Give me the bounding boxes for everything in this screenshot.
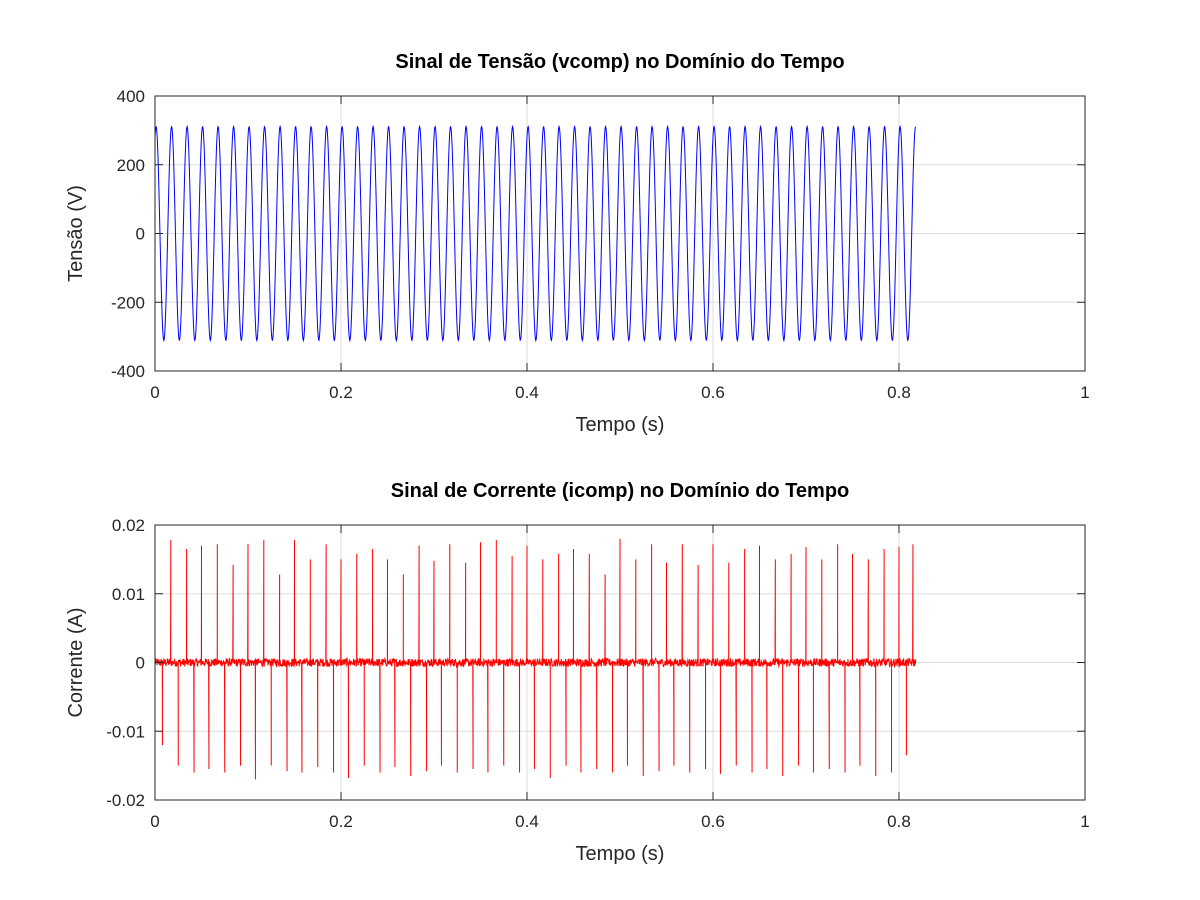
current-y-axis-label: Corrente (A) bbox=[65, 607, 87, 717]
voltage-panel: 0 0.2 0.4 0.6 0.8 1 400 200 0 -200 -400 Sinal de … bbox=[65, 51, 1090, 436]
voltage-y-ticks: 400 200 0 -200 -400 bbox=[111, 87, 1085, 381]
current-y-tick-label-2: 0 bbox=[136, 654, 145, 673]
voltage-y-tick-label-1: 200 bbox=[117, 156, 145, 175]
current-x-tick-label-2: 0.4 bbox=[515, 812, 539, 831]
current-panel: 0 0.2 0.4 0.6 0.8 1 0.02 0.01 0 -0.01 -0.02 Sinal… bbox=[65, 480, 1090, 865]
current-series-line-0 bbox=[154, 538, 917, 780]
current-y-tick-label-4: -0.02 bbox=[106, 791, 145, 810]
current-y-ticks: 0.02 0.01 0 -0.01 -0.02 bbox=[106, 516, 1085, 810]
current-y-tick-label-0: 0.02 bbox=[112, 516, 145, 535]
current-x-ticks: 0 0.2 0.4 0.6 0.8 1 bbox=[150, 525, 1090, 831]
voltage-series-group bbox=[154, 124, 917, 343]
voltage-x-tick-label-2: 0.4 bbox=[515, 383, 539, 402]
voltage-y-axis-label: Tensão (V) bbox=[65, 185, 87, 282]
current-y-tick-label-3: -0.01 bbox=[106, 722, 145, 741]
voltage-x-tick-label-4: 0.8 bbox=[887, 383, 911, 402]
voltage-y-tick-label-4: -400 bbox=[111, 362, 145, 381]
voltage-x-tick-label-5: 1 bbox=[1080, 383, 1089, 402]
current-y-tick-label-1: 0.01 bbox=[112, 585, 145, 604]
voltage-y-tick-label-2: 0 bbox=[136, 225, 145, 244]
voltage-y-tick-label-3: -200 bbox=[111, 293, 145, 312]
current-x-tick-label-0: 0 bbox=[150, 812, 159, 831]
voltage-x-tick-label-0: 0 bbox=[150, 383, 159, 402]
current-x-axis-label: Tempo (s) bbox=[576, 843, 665, 865]
voltage-x-tick-label-3: 0.6 bbox=[701, 383, 725, 402]
voltage-x-ticks: 0 0.2 0.4 0.6 0.8 1 bbox=[150, 96, 1090, 402]
current-x-tick-label-1: 0.2 bbox=[329, 812, 353, 831]
voltage-chart-title: Sinal de Tensão (vcomp) no Domínio do Te… bbox=[395, 51, 844, 73]
voltage-series-line-0 bbox=[154, 124, 917, 343]
current-x-tick-label-5: 1 bbox=[1080, 812, 1089, 831]
current-x-tick-label-3: 0.6 bbox=[701, 812, 725, 831]
current-chart-title: Sinal de Corrente (icomp) no Domínio do … bbox=[391, 480, 850, 502]
voltage-x-tick-label-1: 0.2 bbox=[329, 383, 353, 402]
voltage-x-axis-label: Tempo (s) bbox=[576, 414, 665, 436]
voltage-y-tick-label-0: 400 bbox=[117, 87, 145, 106]
current-series-group bbox=[154, 538, 917, 780]
current-x-tick-label-4: 0.8 bbox=[887, 812, 911, 831]
